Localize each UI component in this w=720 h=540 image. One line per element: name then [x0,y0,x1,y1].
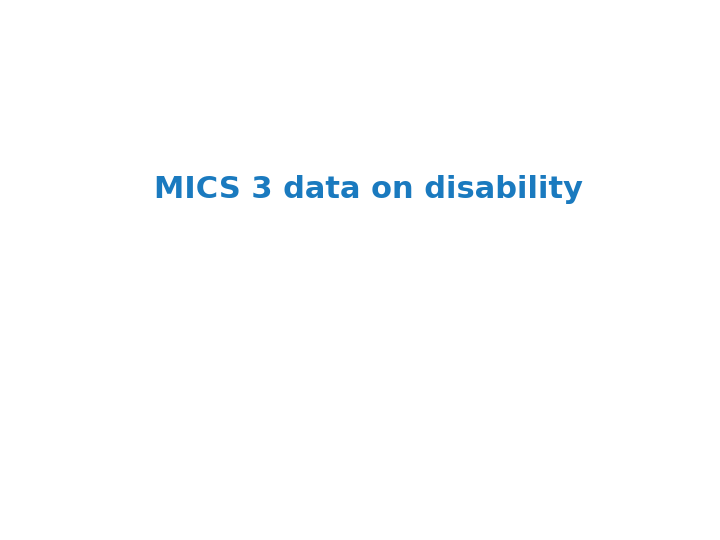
Text: MICS 3 data on disability: MICS 3 data on disability [155,175,583,204]
